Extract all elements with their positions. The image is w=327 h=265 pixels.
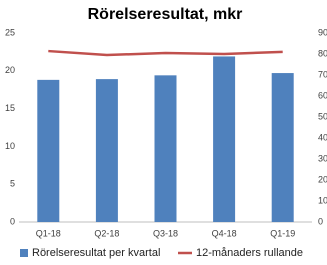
y-tick-label: 0 — [10, 216, 15, 226]
y2-tick-label: 40 — [318, 132, 327, 142]
y-tick-label: 5 — [10, 179, 15, 189]
y2-tick-label: 60 — [318, 90, 327, 100]
x-tick-label: Q3-18 — [153, 228, 178, 238]
legend-label: Rörelseresultat per kvartal — [32, 247, 160, 259]
y-tick-label: 20 — [5, 65, 15, 75]
y2-tick-label: 10 — [318, 195, 327, 205]
x-tick-label: Q2-18 — [94, 228, 119, 238]
x-tick-label: Q1-19 — [270, 228, 295, 238]
legend-swatch — [20, 249, 28, 257]
y2-tick-label: 30 — [318, 153, 327, 163]
y2-tick-label: 90 — [318, 27, 327, 37]
y2-tick-label: 0 — [318, 216, 323, 226]
x-tick-label: Q4-18 — [212, 228, 237, 238]
bar — [95, 79, 118, 222]
y2-tick-label: 80 — [318, 48, 327, 58]
y2-tick-label: 70 — [318, 69, 327, 79]
legend-label: 12-månaders rullande — [196, 247, 303, 259]
bar — [271, 73, 294, 223]
y-tick-label: 10 — [5, 141, 15, 151]
y2-tick-label: 20 — [318, 174, 327, 184]
chart-title: Rörelseresultat, mkr — [88, 6, 243, 23]
bar — [213, 56, 236, 222]
y-tick-label: 25 — [5, 27, 15, 37]
y-tick-label: 15 — [5, 103, 15, 113]
bar — [154, 75, 177, 222]
bar — [37, 79, 60, 222]
x-tick-label: Q1-18 — [36, 228, 61, 238]
y2-tick-label: 50 — [318, 111, 327, 121]
line — [48, 49, 283, 57]
